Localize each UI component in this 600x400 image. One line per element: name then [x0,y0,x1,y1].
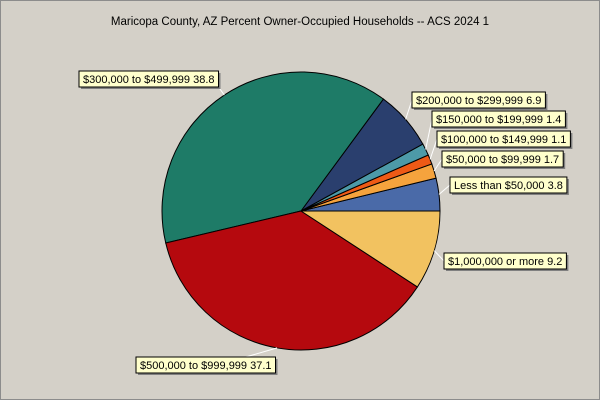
pie-slices [161,71,441,351]
leader-line [438,184,451,195]
slice-label: $1,000,000 or more 9.2 [448,256,562,268]
slice-label-box [441,150,564,168]
leader-line [429,138,438,160]
pie-slice [165,210,419,351]
pie-slice [161,71,385,244]
slice-label: $500,000 to $999,999 37.1 [140,360,272,372]
slice-label: $50,000 to $99,999 1.7 [446,154,559,166]
slice-label-box [449,176,568,194]
leader-lines [218,86,451,358]
chart-title: Maricopa County, AZ Percent Owner-Occupi… [110,16,490,28]
leader-line [405,99,413,120]
leader-line [425,118,433,150]
slice-label: $300,000 to $499,999 38.8 [83,74,215,86]
slice-label: Less than $50,000 3.8 [454,180,563,192]
slice-label-box [431,110,566,128]
slice-label-box [436,130,571,148]
slice-label-box [135,356,276,374]
slice-label-box [443,252,567,270]
slice-label: $100,000 to $149,999 1.1 [441,134,566,146]
leader-line [433,158,443,172]
pie-slice [299,210,441,288]
leader-line [433,250,445,262]
leader-line [245,347,278,358]
slice-label: $200,000 to $299,999 6.9 [416,95,541,107]
slice-labels: Less than $50,000 3.8 $50,000 to $99,999 … [78,70,573,375]
slice-label: $150,000 to $199,999 1.4 [436,114,561,126]
slice-label-box [78,70,219,88]
slice-label-box [411,91,546,109]
